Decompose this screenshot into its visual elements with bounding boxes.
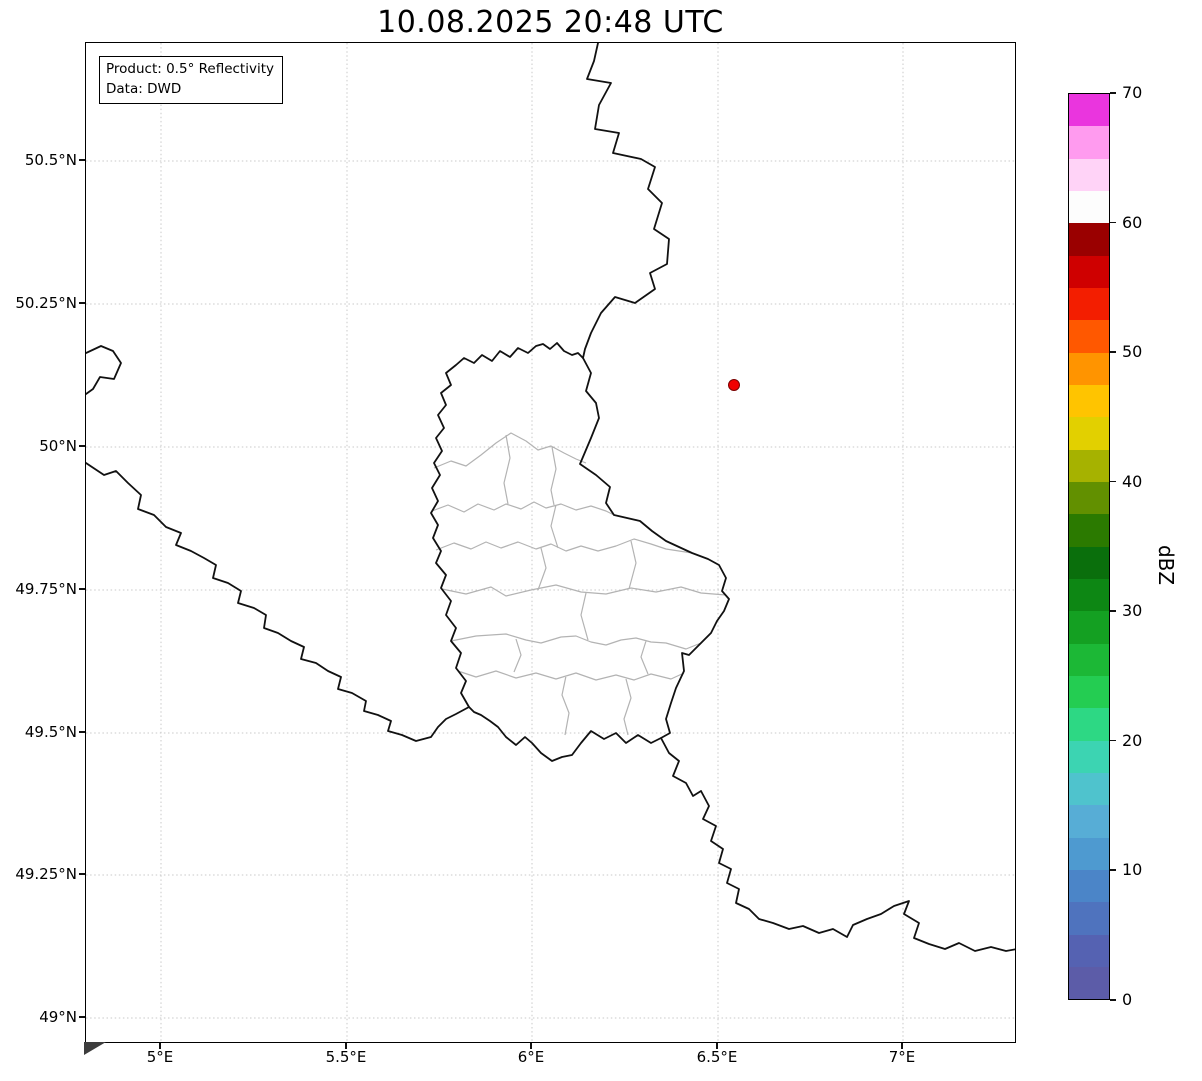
- colorbar-band: [1069, 190, 1109, 224]
- x-axis-tick: [345, 1043, 347, 1049]
- colorbar-tick: [1110, 480, 1116, 483]
- y-tick-label: 50°N: [39, 437, 77, 455]
- colorbar-tick-label: 60: [1122, 212, 1143, 232]
- colorbar-band: [1069, 417, 1109, 450]
- x-axis-tick: [901, 1043, 903, 1049]
- y-tick-label: 49°N: [39, 1008, 77, 1026]
- colorbar-tick: [1110, 92, 1116, 94]
- y-tick-label: 50.25°N: [15, 294, 77, 312]
- info-box: Product: 0.5° Reflectivity Data: DWD: [99, 56, 283, 105]
- colorbar-band: [1069, 772, 1109, 806]
- plot-area: Product: 0.5° Reflectivity Data: DWD: [85, 42, 1016, 1043]
- info-box-product: Product: 0.5° Reflectivity: [106, 61, 274, 77]
- colorbar-band: [1069, 966, 1109, 1000]
- colorbar-tick-label: 20: [1122, 730, 1143, 750]
- colorbar-band: [1069, 708, 1109, 741]
- x-axis-tick: [716, 1043, 718, 1049]
- colorbar-tick-label: 30: [1122, 601, 1143, 621]
- map-svg: [86, 43, 1015, 1042]
- colorbar-band: [1069, 255, 1109, 288]
- y-axis-tick: [79, 588, 85, 590]
- x-axis-tick: [530, 1043, 532, 1049]
- colorbar-band: [1069, 546, 1109, 579]
- colorbar: [1068, 93, 1110, 1000]
- x-tick-label: 5°E: [146, 1048, 174, 1066]
- colorbar-band: [1069, 934, 1109, 967]
- y-axis-tick: [79, 731, 85, 733]
- y-axis-tick: [79, 302, 85, 304]
- y-tick-label: 49.25°N: [15, 865, 77, 883]
- colorbar-band: [1069, 352, 1109, 385]
- x-tick-label: 7°E: [888, 1048, 916, 1066]
- colorbar-tick: [1110, 739, 1116, 742]
- colorbar-band: [1069, 384, 1109, 418]
- colorbar-band: [1069, 902, 1109, 935]
- colorbar-tick: [1110, 610, 1116, 612]
- colorbar-band: [1069, 837, 1109, 870]
- info-box-source: Data: DWD: [106, 80, 182, 97]
- colorbar-band: [1069, 287, 1109, 321]
- colorbar-tick-label: 50: [1122, 342, 1143, 362]
- colorbar-band: [1069, 158, 1109, 191]
- country-border-france-germany: [660, 737, 1015, 952]
- colorbar-band: [1069, 869, 1109, 903]
- country-border-givet-salient: [86, 345, 122, 395]
- colorbar-band: [1069, 481, 1109, 515]
- gridlines-group: [86, 43, 1015, 1042]
- colorbar-tick: [1110, 351, 1116, 353]
- country-border-france-belgium: [86, 462, 470, 742]
- colorbar-band: [1069, 223, 1109, 256]
- colorbar-band: [1069, 643, 1109, 676]
- y-axis-tick: [79, 159, 85, 161]
- plot-title: 10.08.2025 20:48 UTC: [377, 5, 724, 40]
- colorbar-band: [1069, 320, 1109, 353]
- colorbar-tick: [1110, 999, 1116, 1001]
- radar-location-marker: [728, 379, 740, 391]
- colorbar-band: [1069, 94, 1109, 127]
- colorbar-band: [1069, 578, 1109, 612]
- region-borders-luxembourg-cantons: [431, 432, 727, 736]
- colorbar-band: [1069, 611, 1109, 644]
- colorbar-band: [1069, 805, 1109, 838]
- colorbar-band: [1069, 514, 1109, 547]
- colorbar-tick: [1110, 869, 1116, 871]
- colorbar-tick: [1110, 221, 1116, 224]
- colorbar-tick-label: 40: [1122, 471, 1143, 491]
- x-axis-tick: [159, 1043, 161, 1049]
- y-tick-label: 49.75°N: [15, 580, 77, 598]
- y-axis-tick: [79, 873, 85, 875]
- country-border-belgium-germany: [582, 43, 670, 359]
- country-border-luxembourg: [430, 342, 730, 762]
- colorbar-unit-label: dBZ: [1154, 544, 1178, 586]
- colorbar-tick-label: 10: [1122, 860, 1143, 880]
- y-tick-label: 49.5°N: [24, 723, 77, 741]
- x-tick-label: 6°E: [517, 1048, 545, 1066]
- y-axis-tick: [79, 1016, 85, 1018]
- colorbar-tick-label: 70: [1122, 83, 1143, 102]
- colorbar-band: [1069, 126, 1109, 159]
- y-axis-tick: [79, 445, 85, 447]
- x-tick-label: 6.5°E: [696, 1048, 738, 1066]
- x-tick-label: 5.5°E: [325, 1048, 367, 1066]
- y-tick-label: 50.5°N: [24, 151, 77, 169]
- colorbar-band: [1069, 449, 1109, 482]
- corner-triangle-decoration: [84, 1042, 106, 1055]
- colorbar-band: [1069, 740, 1109, 773]
- colorbar-band: [1069, 675, 1109, 709]
- colorbar-tick-label: 0: [1122, 990, 1133, 1009]
